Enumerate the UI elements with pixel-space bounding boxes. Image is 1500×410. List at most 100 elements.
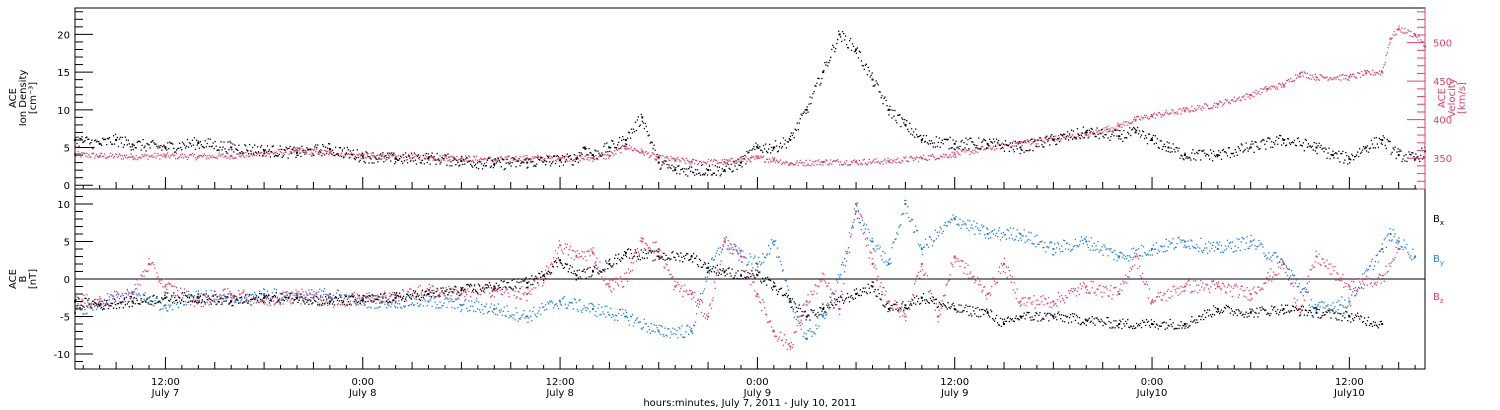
velocity-sample [1192,110,1194,112]
velocity-sample [1372,74,1375,76]
density-sample [306,147,308,149]
velocity-sample [1113,127,1115,129]
by-sample [354,302,356,304]
density-point [526,161,529,164]
density-sample [437,158,439,160]
density-sample [534,164,536,166]
by-sample [855,205,858,207]
density-sample [902,118,904,121]
by-sample [1069,250,1072,252]
velocity-sample [1253,96,1255,98]
velocity-sample [436,159,438,161]
by-sample [897,233,899,235]
density-sample [610,147,612,149]
density-sample [678,165,680,167]
density-sample [628,132,631,134]
bz-sample [593,253,595,256]
velocity-sample [556,158,559,160]
velocity-sample [331,154,334,156]
bz-sample [162,286,164,288]
by-sample [153,305,155,307]
density-sample [1240,143,1242,145]
by-sample [1234,245,1236,247]
by-sample [525,315,527,318]
velocity-sample [1138,115,1140,118]
velocity-sample [1242,96,1244,98]
density-sample [700,164,703,166]
velocity-sample [1194,107,1196,110]
by-sample [1210,242,1212,244]
density-sample [232,143,234,145]
density-sample [403,160,406,162]
by-sample [312,297,314,299]
density-sample [560,161,563,163]
by-sample [1302,288,1304,290]
density-sample [843,33,845,35]
velocity-sample [805,159,807,161]
bz-sample [338,294,341,296]
bz-sample [682,295,684,298]
by-sample [898,226,900,229]
velocity-sample [1167,113,1169,115]
bz-sample [568,249,570,251]
density-sample [212,142,214,144]
by-sample [186,295,189,297]
velocity-sample [241,154,243,156]
velocity-sample [1237,98,1239,100]
bz-sample [507,292,509,294]
density-sample [728,167,730,169]
density-sample [149,147,151,149]
by-sample [1370,260,1373,263]
by-sample [827,302,829,304]
velocity-sample [162,156,164,158]
density-sample [1084,132,1086,134]
by-point [1348,300,1351,303]
velocity-point [1414,34,1417,36]
bz-sample [574,251,576,253]
bz-sample [232,295,234,297]
velocity-sample [77,150,79,153]
velocity-sample [309,153,311,155]
velocity-sample [210,156,212,159]
velocity-sample [1181,109,1183,112]
density-sample [751,149,753,151]
velocity-sample [322,153,324,155]
by-sample [1176,242,1178,245]
by-sample [768,245,770,247]
velocity-sample [211,154,213,156]
density-sample [379,154,381,156]
by-sample [616,315,618,317]
bz-sample [205,296,207,298]
bz-sample [606,282,608,285]
bz-sample [230,296,232,299]
by-sample [615,314,617,316]
by-sample [893,241,895,243]
velocity-sample [549,157,552,160]
velocity-sample [858,159,860,162]
density-sample [1243,150,1245,152]
velocity-sample [417,157,419,159]
velocity-sample [978,148,980,151]
velocity-sample [107,156,109,158]
velocity-sample [1347,79,1349,81]
bz-sample [520,298,522,300]
density-sample [1292,142,1295,144]
density-sample [1353,159,1355,161]
density-sample [756,145,758,148]
by-sample [157,300,159,302]
by-point [690,330,693,333]
by-sample [1018,232,1020,234]
by-sample [437,307,439,309]
bz-sample [653,252,655,254]
density-sample [1355,155,1357,158]
bz-sample [613,288,615,290]
density-sample [881,95,883,97]
density-sample [325,146,327,148]
by-series [74,199,1417,340]
by-sample [1322,307,1324,309]
by-sample [1061,245,1063,247]
by-sample [462,304,464,306]
velocity-sample [1220,101,1223,104]
velocity-sample [252,155,254,157]
velocity-sample [596,158,598,160]
